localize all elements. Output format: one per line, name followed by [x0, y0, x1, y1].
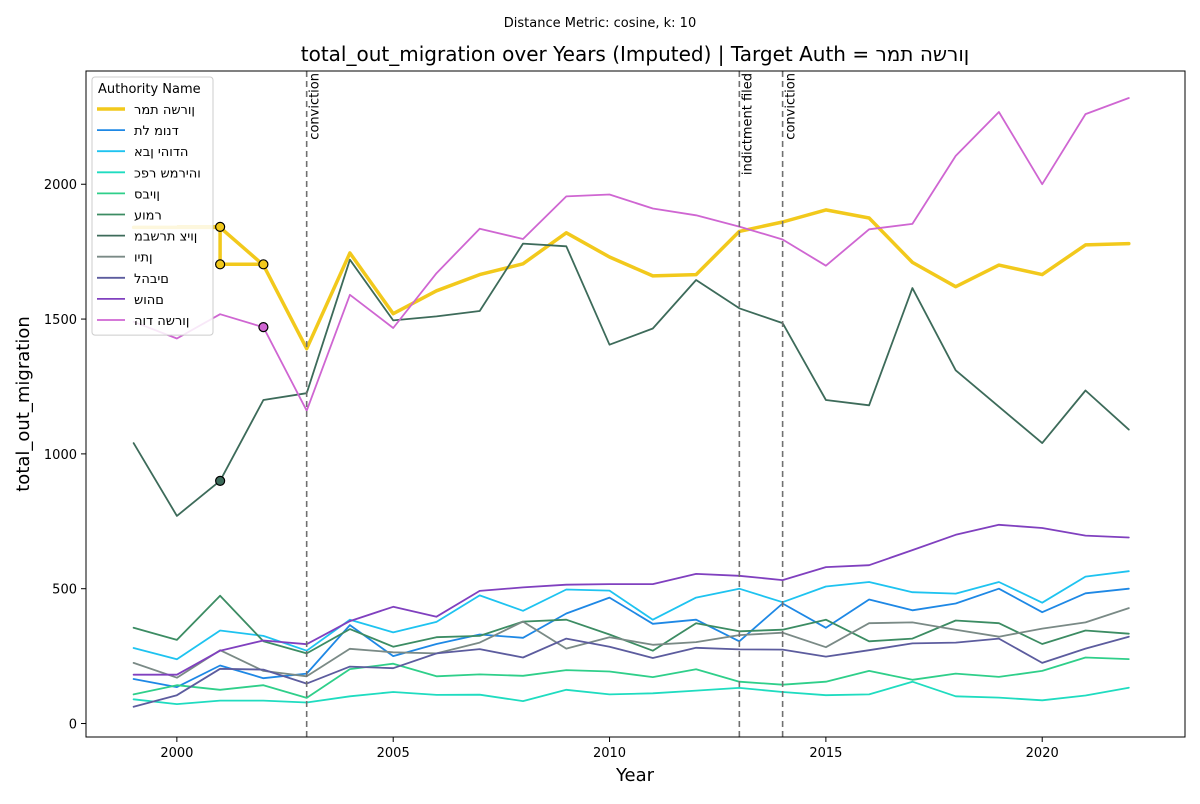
series-line-1 — [132, 587, 1130, 688]
y-tick-label: 2000 — [44, 178, 77, 193]
series-line-3 — [132, 680, 1130, 705]
legend-entry: רמוע — [134, 209, 162, 224]
series-line-0 — [131, 208, 1131, 351]
event-label: conviction — [308, 73, 323, 140]
legend-entry: םיבהל — [134, 272, 169, 287]
x-tick-label: 2010 — [593, 746, 626, 761]
plot-area: conviction indictment filed conviction — [131, 71, 1131, 737]
legend-entry: ןורשה תמר — [134, 103, 195, 118]
imputed-point — [215, 475, 226, 486]
legend-entry: והירמש רפכ — [134, 166, 201, 181]
legend-entry: הדוהי ןבא — [134, 145, 188, 160]
legend-entry: ןתיו — [134, 251, 153, 266]
legend-entry: ןורשה דוה — [134, 314, 189, 329]
series-line-8 — [132, 635, 1130, 708]
series-line-5 — [132, 594, 1130, 655]
chart-title: total_out_migration over Years (Imputed)… — [301, 42, 970, 66]
series-line-4 — [132, 656, 1130, 699]
imputed-point — [215, 259, 226, 270]
legend-box — [91, 76, 214, 336]
x-tick-label: 2020 — [1026, 746, 1059, 761]
series-line-7 — [132, 607, 1130, 679]
event-label: indictment filed — [740, 73, 755, 175]
legend-entry: ןויבס — [134, 187, 160, 202]
imputed-point — [258, 322, 269, 333]
legend-title: Authority Name — [98, 82, 201, 97]
x-tick-label: 2015 — [809, 746, 842, 761]
series-line-6 — [132, 242, 1130, 517]
chart-suptitle: Distance Metric: cosine, k: 10 — [504, 16, 696, 31]
imputed-point — [215, 221, 226, 232]
legend-entry: ןויצ תרשבמ — [134, 230, 197, 245]
series-line-10 — [132, 97, 1130, 412]
legend-entry: םהוש — [134, 293, 164, 308]
y-tick-label: 1500 — [44, 313, 77, 328]
imputed-point — [258, 259, 269, 270]
y-tick-label: 0 — [69, 718, 77, 733]
event-label: conviction — [784, 73, 799, 140]
series-line-2 — [132, 570, 1130, 661]
y-tick-label: 500 — [52, 583, 77, 598]
legend: Authority Name ןורשה תמר דנומ לת הדוהי ןבא ו… — [91, 76, 214, 336]
x-tick-label: 2000 — [160, 746, 193, 761]
x-tick-label: 2005 — [377, 746, 410, 761]
series-line-9 — [132, 523, 1130, 676]
y-axis-label: total_out_migration — [13, 316, 34, 492]
axes-frame — [85, 70, 1186, 738]
x-axis-label: Year — [615, 765, 655, 786]
legend-entry: דנומ לת — [134, 124, 179, 139]
y-tick-label: 1000 — [44, 448, 77, 463]
